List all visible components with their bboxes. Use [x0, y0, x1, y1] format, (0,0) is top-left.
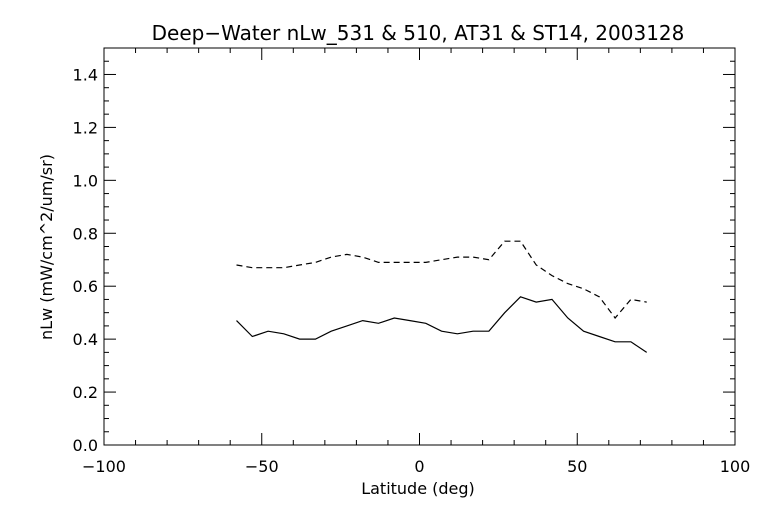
dashed-series-line — [236, 240, 647, 319]
y-tick-label: 0.2 — [73, 383, 98, 402]
chart-title: Deep−Water nLw_531 & 510, AT31 & ST14, 2… — [152, 21, 685, 45]
x-tick-label: 50 — [567, 457, 587, 476]
y-tick-label: 1.2 — [73, 118, 98, 137]
x-tick-label: 0 — [414, 457, 424, 476]
x-tick-label: 100 — [720, 457, 751, 476]
y-tick-label: 0.4 — [73, 330, 98, 349]
y-axis-label: nLw (mW/cm^2/um/sr) — [37, 154, 56, 340]
series-layer — [236, 240, 648, 353]
x-tick-label: −50 — [245, 457, 279, 476]
x-tick-label: −100 — [82, 457, 126, 476]
x-axis: −100 −50 0 50 100 — [82, 48, 750, 476]
y-tick-label: 0.8 — [73, 224, 98, 243]
plot-frame — [103, 47, 736, 446]
y-tick-label: 0.6 — [73, 277, 98, 296]
y-axis: 0.0 0.2 0.4 0.6 0.8 1.0 1.2 1.4 — [73, 47, 735, 455]
y-tick-label: 1.4 — [73, 65, 98, 84]
y-tick-label: 0.0 — [73, 436, 98, 455]
solid-series-line — [236, 296, 648, 353]
y-tick-label: 1.0 — [73, 171, 98, 190]
x-axis-label: Latitude (deg) — [361, 479, 475, 498]
